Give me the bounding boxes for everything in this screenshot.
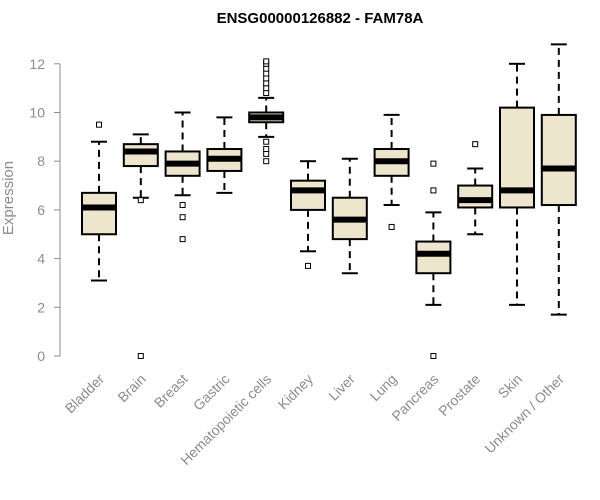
outlier-point (179, 202, 186, 209)
box-kidney (290, 160, 326, 269)
outlier-point (263, 138, 270, 145)
outlier-point (263, 65, 270, 72)
y-tick-label: 4 (37, 251, 45, 267)
outlier-point (263, 146, 270, 153)
outlier-point (96, 121, 102, 128)
outlier-point (263, 85, 270, 92)
box-iqr (290, 179, 326, 211)
x-category-label: Breast (151, 371, 191, 411)
outlier-point (137, 197, 144, 204)
box-prostate (457, 141, 494, 236)
x-category-label: Brain (114, 371, 148, 405)
box-liver (331, 157, 368, 275)
outlier-point (305, 262, 311, 269)
box-skin (499, 62, 535, 306)
outlier-point (430, 187, 437, 194)
box-iqr (122, 143, 159, 168)
box-lung (373, 113, 410, 230)
boxes (81, 43, 577, 359)
y-tick-label: 0 (37, 348, 45, 364)
outlier-point (263, 150, 270, 157)
box-iqr (457, 184, 494, 209)
x-category-label: Kidney (275, 371, 317, 413)
box-iqr (415, 240, 452, 275)
box-unknown-other (540, 43, 577, 316)
outlier-point (263, 158, 270, 165)
box-breast (164, 111, 201, 243)
outlier-point (179, 236, 186, 243)
x-category-label: Unknown / Other (481, 371, 567, 457)
outlier-point (263, 80, 270, 87)
box-bladder (81, 121, 117, 282)
y-axis-label: Expression (0, 161, 17, 235)
outlier-point (263, 90, 270, 97)
y-tick-label: 6 (37, 202, 45, 218)
x-category-label: Prostate (435, 371, 483, 419)
outlier-point (263, 75, 270, 82)
box-gastric (206, 116, 243, 194)
y-axis: 0 2 4 6 8 10 12 (29, 56, 61, 364)
box-iqr (540, 113, 577, 207)
outlier-point (472, 141, 479, 148)
box-brain (122, 133, 159, 359)
outlier-point (388, 223, 395, 230)
x-category-label: Liver (325, 371, 358, 404)
outlier-point (179, 214, 186, 221)
x-category-label: Lung (366, 371, 399, 404)
x-category-label: Bladder (62, 371, 108, 417)
y-tick-label: 8 (37, 153, 45, 169)
y-tick-label: 12 (29, 56, 45, 72)
y-tick-label: 10 (29, 105, 45, 121)
outlier-point (263, 58, 270, 65)
box-hematopoietic-cells (248, 58, 285, 165)
outlier-point (137, 353, 144, 359)
box-pancreas (415, 160, 452, 359)
outlier-point (430, 353, 437, 359)
box-iqr (81, 191, 117, 236)
x-category-label: Skin (495, 371, 526, 402)
chart-title: ENSG00000126882 - FAM78A (217, 10, 424, 27)
outlier-point (430, 160, 437, 167)
y-tick-label: 2 (37, 299, 45, 315)
outlier-point (263, 70, 270, 77)
